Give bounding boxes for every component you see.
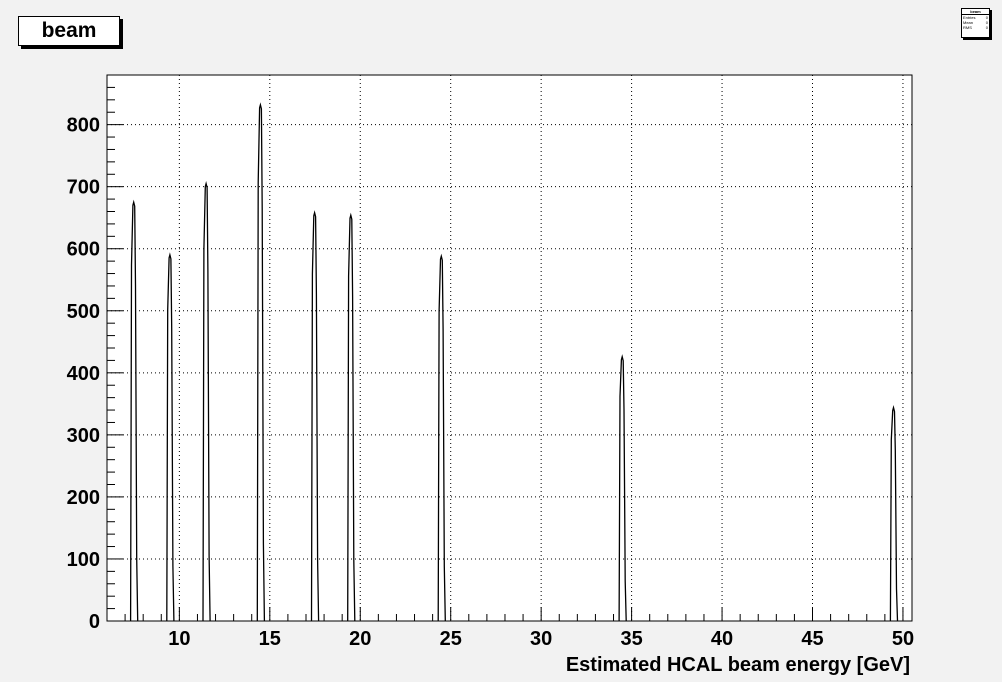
y-tick-label: 800: [67, 115, 100, 137]
x-tick-label: 15: [259, 628, 281, 650]
stats-label: RMS: [963, 25, 972, 30]
x-tick-label: 45: [801, 628, 823, 650]
x-tick-label: 35: [620, 628, 642, 650]
y-tick-label: 400: [67, 363, 100, 385]
stats-value: 0: [985, 25, 988, 30]
x-tick-label: 30: [530, 628, 552, 650]
x-tick-label: 40: [711, 628, 733, 650]
chart-title: beam: [18, 16, 120, 46]
stats-row-entries: Entries 0: [962, 15, 989, 20]
histogram-peak: [618, 354, 627, 622]
y-tick-label: 200: [67, 487, 100, 509]
stats-label: Entries: [963, 15, 976, 20]
histogram-peak: [437, 253, 446, 622]
histogram-peak: [166, 252, 175, 622]
x-tick-label: 10: [168, 628, 190, 650]
histogram-peaks: [129, 102, 899, 622]
x-tick-labels: 10 15 20 25 30 35 40 45 50: [168, 628, 914, 650]
histogram-peak: [889, 405, 899, 622]
x-tick-label: 25: [440, 628, 462, 650]
histogram-peak: [129, 199, 139, 622]
x-tick-label: 20: [349, 628, 371, 650]
stats-box: beam Entries 0 Mean 0 RMS 0: [961, 8, 990, 38]
y-tick-labels: 0 100 200 300 400 500 600 700 800: [67, 115, 100, 633]
stats-label: Mean: [963, 20, 974, 25]
histogram-peak: [310, 210, 320, 622]
stats-value: 0: [985, 20, 988, 25]
stats-row-rms: RMS 0: [962, 25, 989, 30]
y-tick-label: 500: [67, 301, 100, 323]
plot-frame: [106, 74, 913, 622]
histogram-peak: [256, 102, 266, 622]
y-tick-label: 600: [67, 239, 100, 261]
histogram-peak: [347, 212, 356, 622]
grid-lines: [107, 75, 912, 621]
y-tick-label: 300: [67, 425, 100, 447]
histogram-peak: [202, 181, 211, 622]
x-tick-label: 50: [892, 628, 914, 650]
stats-value: 0: [985, 15, 988, 20]
y-tick-label: 100: [67, 549, 100, 571]
stats-row-mean: Mean 0: [962, 20, 989, 25]
x-axis-title: Estimated HCAL beam energy [GeV]: [566, 654, 910, 676]
y-tick-label: 0: [89, 611, 100, 633]
minor-ticks: [107, 86, 904, 622]
plot-frame-background: [107, 75, 912, 621]
y-tick-label: 700: [67, 177, 100, 199]
stats-title: beam: [962, 9, 989, 15]
